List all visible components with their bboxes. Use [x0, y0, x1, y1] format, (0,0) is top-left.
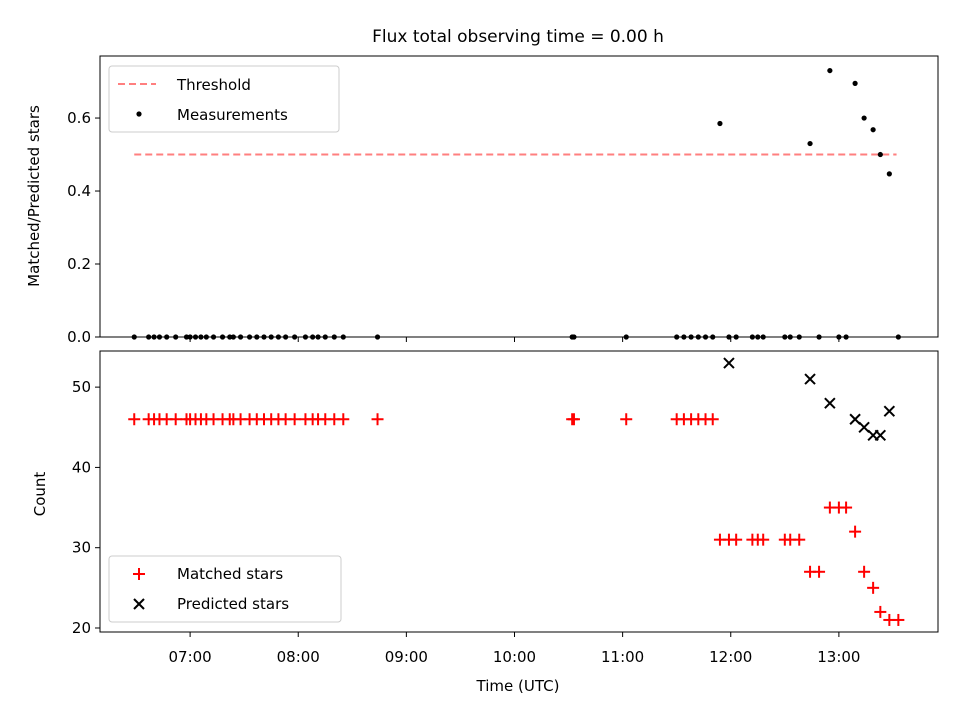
- bottom-panel: 20 30 40 50 07:00 08:00 09:00 10:00 11:00 12:00 1…: [31, 350, 939, 695]
- measurement-point: [807, 140, 813, 147]
- legend-matched-swatch: [133, 568, 145, 580]
- matched-star-point: [730, 533, 743, 546]
- top-ytick-label: 0.2: [67, 255, 91, 273]
- measurement-point: [827, 67, 833, 74]
- measurement-point: [870, 127, 876, 133]
- predicted-star-point: [883, 405, 896, 417]
- matched-star-point: [288, 413, 301, 426]
- measurement-point: [717, 120, 723, 127]
- predicted-star-point: [849, 413, 861, 425]
- top-legend-frame: [108, 65, 340, 133]
- matched-star-point: [567, 413, 580, 426]
- matched-star-point: [813, 565, 826, 578]
- legend-predicted-swatch: [133, 598, 145, 610]
- bottom-legend-frame: [108, 555, 342, 623]
- predicted-star-point: [723, 357, 735, 369]
- bottom-xtick-label: 08:00: [277, 648, 320, 666]
- bottom-x-axis: 07:00 08:00 09:00 10:00 11:00 12:00 13:00: [168, 632, 860, 666]
- chart-title: Flux total observing time = 0.00 h: [372, 27, 664, 47]
- bottom-ytick-label: 50: [72, 378, 91, 396]
- measurement-point: [886, 171, 892, 177]
- matched-star-point: [858, 565, 871, 578]
- bottom-plot-frame: [99, 350, 939, 633]
- bottom-xtick-label: 09:00: [385, 648, 428, 666]
- top-ytick-label: 0.0: [67, 328, 91, 346]
- matched-star-point: [867, 581, 880, 594]
- top-panel: 0.0 0.2 0.4 0.6 Matched/Predicted stars Thr…: [25, 55, 939, 346]
- bottom-ytick-label: 30: [72, 539, 91, 557]
- measurement-point: [861, 115, 867, 121]
- matched-star-point: [874, 605, 887, 618]
- top-series-layer: [131, 67, 901, 340]
- legend-measurements-swatch: [136, 111, 142, 117]
- matched-star-point: [337, 413, 350, 426]
- predicted-star-point: [874, 429, 887, 442]
- top-ytick-label: 0.6: [67, 109, 91, 127]
- matched-star-point: [757, 533, 770, 546]
- matched-star-point: [128, 413, 141, 426]
- predicted-star-point: [804, 373, 816, 385]
- top-ytick-label: 0.4: [67, 182, 91, 200]
- top-plot-frame: [99, 55, 939, 338]
- legend-matched-label: Matched stars: [177, 565, 283, 583]
- predicted-star-point: [858, 421, 870, 433]
- matched-star-point: [706, 413, 719, 426]
- legend-predicted-label: Predicted stars: [177, 595, 289, 613]
- bottom-xlabel: Time (UTC): [476, 677, 560, 695]
- bottom-legend: Matched stars Predicted stars: [108, 555, 342, 623]
- bottom-xtick-label: 11:00: [601, 648, 644, 666]
- matched-star-point: [620, 413, 633, 426]
- bottom-ytick-label: 40: [72, 458, 91, 476]
- bottom-xtick-label: 10:00: [493, 648, 536, 666]
- bottom-y-axis: 20 30 40 50: [72, 378, 100, 637]
- bottom-series-layer: [128, 357, 905, 626]
- legend-threshold-label: Threshold: [176, 76, 251, 94]
- bottom-ytick-label: 20: [72, 619, 91, 637]
- matched-star-point: [793, 533, 806, 546]
- matched-star-point: [371, 413, 384, 426]
- top-ylabel: Matched/Predicted stars: [25, 105, 43, 287]
- measurement-point: [852, 80, 858, 86]
- top-legend: Threshold Measurements: [108, 65, 340, 133]
- matched-star-point: [840, 501, 853, 514]
- top-y-axis: 0.0 0.2 0.4 0.6: [67, 109, 100, 346]
- legend-measurements-label: Measurements: [177, 106, 288, 124]
- bottom-ylabel: Count: [31, 472, 49, 517]
- bottom-xtick-label: 13:00: [817, 648, 860, 666]
- matched-star-point: [169, 413, 182, 426]
- bottom-xtick-label: 12:00: [709, 648, 752, 666]
- predicted-star-point: [824, 397, 836, 409]
- bottom-xtick-label: 07:00: [168, 648, 211, 666]
- matched-star-point: [849, 525, 862, 538]
- measurement-point: [877, 151, 883, 158]
- matched-star-point: [892, 613, 905, 626]
